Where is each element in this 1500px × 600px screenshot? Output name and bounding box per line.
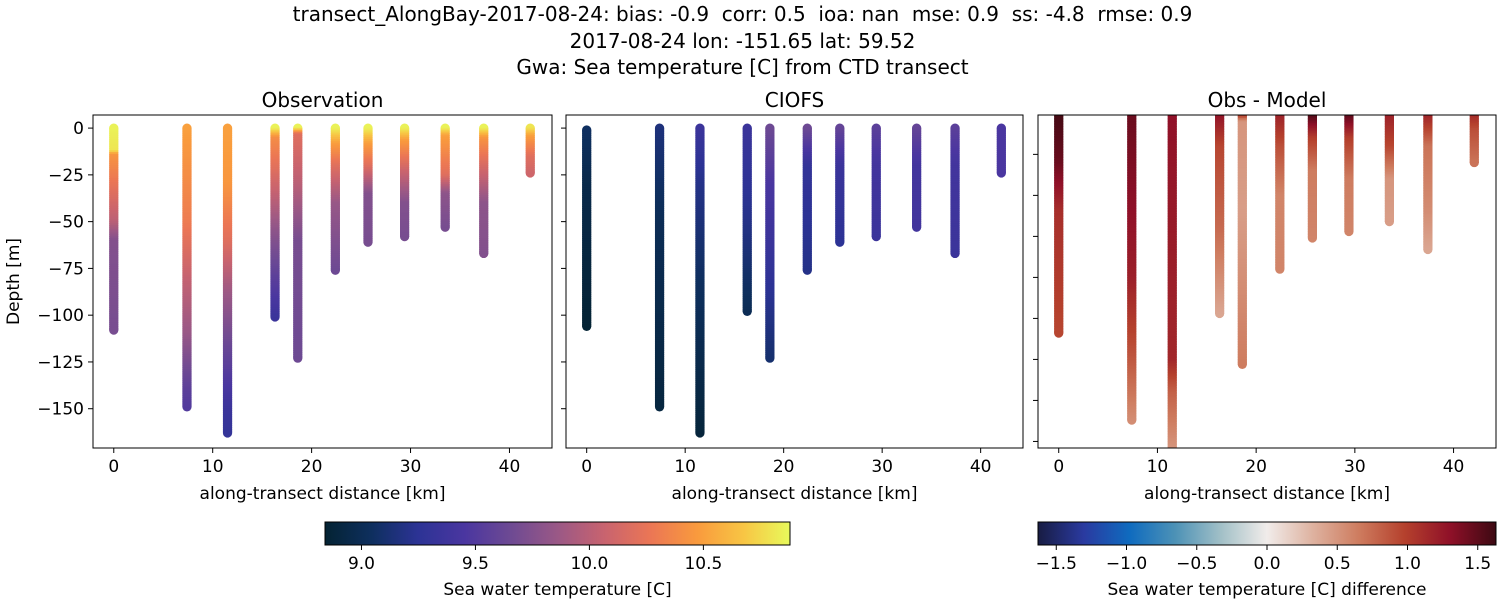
cast-profile — [950, 123, 960, 259]
x-axis-label: along-transect distance [km] — [200, 484, 446, 504]
cast-end-marker — [1168, 453, 1177, 462]
x-tick-label: 40 — [1443, 457, 1465, 477]
x-tick-label: 40 — [499, 457, 521, 477]
cast-profile — [222, 123, 233, 438]
x-tick-label: 40 — [970, 457, 992, 477]
cast-profile — [400, 123, 410, 242]
cast-profile — [1127, 115, 1137, 425]
cast-profile — [479, 123, 489, 259]
colorbar-tick-label: 0.0 — [1253, 554, 1280, 574]
cast-profile — [1054, 115, 1064, 338]
colorbar-label: Sea water temperature [C] difference — [1107, 580, 1426, 600]
y-tick-label: −25 — [48, 166, 84, 186]
panel-3: 0 10 20 30 40 Obs - Model along-transect dista… — [1033, 88, 1497, 504]
axes-frame — [1037, 114, 1497, 449]
x-tick-label: 10 — [1147, 457, 1169, 477]
y-tick-label: −125 — [37, 353, 84, 373]
cast-profile — [654, 123, 665, 412]
cast-profile — [1167, 115, 1177, 462]
cast-profile — [440, 123, 450, 232]
cast-profile — [182, 123, 192, 412]
colorbar-1: 9.0 9.5 10.0 10.5 Sea water temperature [C] — [324, 521, 791, 600]
x-tick-label: 20 — [301, 457, 323, 477]
axes-frame — [92, 114, 553, 449]
axes-frame — [565, 114, 1024, 449]
cast-markers — [109, 123, 535, 438]
cast-profile — [293, 123, 303, 363]
x-tick-label: 30 — [1344, 457, 1366, 477]
colorbar-scale — [324, 521, 791, 546]
colorbar-tick-label: 0.5 — [1324, 554, 1351, 574]
colorbar-tick-label: 10.5 — [684, 554, 722, 574]
cast-profile — [912, 123, 922, 232]
y-tick-label: 0 — [73, 119, 84, 139]
suptitle-line-3: Gwa: Sea temperature [C] from CTD transe… — [516, 55, 969, 79]
cast-profile — [330, 123, 340, 275]
x-axis-label: along-transect distance [km] — [672, 484, 918, 504]
cast-profile — [270, 123, 280, 322]
x-tick-label: 0 — [581, 457, 592, 477]
x-tick-label: 10 — [202, 457, 224, 477]
cast-profile — [835, 123, 845, 247]
panel-1: 0 10 20 30 40 0 −25 −50 −75 −100 −125 −150 Observati… — [4, 88, 553, 504]
cast-profile — [1469, 115, 1479, 168]
panel-title: CIOFS — [765, 88, 824, 112]
cast-profile — [802, 123, 812, 275]
x-tick-label: 30 — [400, 457, 422, 477]
panel-2: 0 10 20 30 40 CIOFS along-transect distance [k… — [561, 88, 1024, 504]
cast-profile — [1307, 115, 1318, 243]
cast-profile — [996, 123, 1006, 178]
colorbar-tick-label: 1.0 — [1394, 554, 1421, 574]
x-tick-label: 30 — [871, 457, 893, 477]
colorbar-tick-label: 9.5 — [462, 554, 489, 574]
x-tick-label: 10 — [674, 457, 696, 477]
cast-profile — [742, 123, 752, 317]
x-tick-label: 0 — [108, 457, 119, 477]
panel-title: Observation — [262, 88, 384, 112]
cast-profile — [582, 125, 592, 331]
x-tick-label: 20 — [773, 457, 795, 477]
cast-profile — [871, 123, 881, 242]
colorbar-tick-label: 10.0 — [570, 554, 608, 574]
cast-profile — [1215, 115, 1225, 319]
cast-profile — [765, 123, 775, 363]
y-axis-label: Depth [m] — [4, 238, 24, 325]
cast-profile — [363, 123, 373, 247]
cast-profile — [1423, 115, 1433, 255]
x-tick-label: 0 — [1053, 457, 1064, 477]
y-tick-label: −50 — [48, 213, 84, 233]
colorbar-label: Sea water temperature [C] — [443, 580, 671, 600]
y-tick-label: −150 — [37, 400, 84, 420]
cast-profile — [1275, 115, 1285, 274]
cast-markers — [1054, 115, 1479, 462]
cast-profile — [1344, 115, 1354, 237]
colorbar-tick-label: 1.5 — [1464, 554, 1491, 574]
colorbar-tick-label: −1.0 — [1106, 554, 1147, 574]
cast-profile — [1384, 115, 1394, 227]
cast-markers — [582, 123, 1006, 438]
suptitle-line-2: 2017-08-24 lon: -151.65 lat: 59.52 — [569, 29, 916, 53]
colorbar-scale — [1037, 521, 1497, 546]
colorbar-2: −1.5 −1.0 −0.5 0.0 0.5 1.0 1.5 Sea water temper… — [1036, 521, 1497, 600]
cast-profile — [109, 123, 119, 335]
colorbar-tick-label: −0.5 — [1176, 554, 1217, 574]
y-tick-label: −75 — [48, 259, 84, 279]
x-axis-label: along-transect distance [km] — [1144, 484, 1390, 504]
colorbar-tick-label: 9.0 — [348, 554, 375, 574]
suptitle-line-1: transect_AlongBay-2017-08-24: bias: -0.9… — [292, 2, 1193, 26]
colorbar-tick-label: −1.5 — [1036, 554, 1077, 574]
y-tick-label: −100 — [37, 306, 84, 326]
cast-profile — [525, 123, 535, 178]
cast-profile — [695, 123, 705, 438]
x-tick-label: 20 — [1245, 457, 1267, 477]
panel-title: Obs - Model — [1208, 88, 1327, 112]
cast-profile — [1237, 115, 1247, 369]
